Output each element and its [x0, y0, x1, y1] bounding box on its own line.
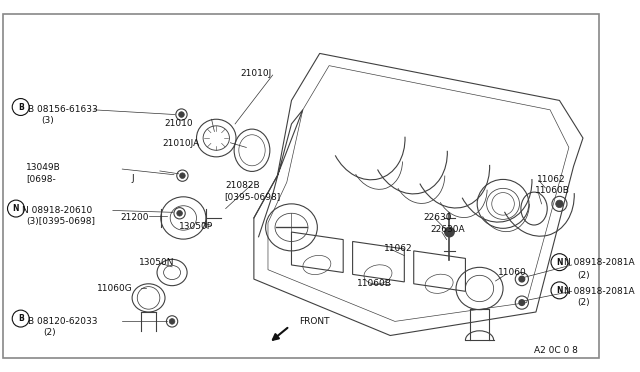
Text: 22630: 22630: [423, 213, 452, 222]
Text: [0395-0698]: [0395-0698]: [224, 192, 280, 201]
Text: 21082B: 21082B: [226, 181, 260, 190]
Text: 13049B: 13049B: [26, 163, 61, 173]
Text: N 08918-2081A: N 08918-2081A: [564, 286, 635, 296]
Text: (2): (2): [577, 270, 590, 280]
Text: 21010: 21010: [164, 119, 193, 128]
Circle shape: [169, 318, 175, 324]
Text: 21200: 21200: [120, 213, 149, 222]
Text: 11062: 11062: [537, 175, 566, 184]
Text: 11060B: 11060B: [535, 186, 570, 195]
Text: FRONT: FRONT: [299, 317, 330, 326]
Text: 21010JA: 21010JA: [163, 139, 200, 148]
Text: 11060: 11060: [499, 268, 527, 277]
Text: 11060G: 11060G: [97, 284, 132, 293]
Text: N 08918-2081A: N 08918-2081A: [564, 259, 635, 267]
Text: [0698-: [0698-: [26, 174, 56, 183]
Text: N: N: [556, 258, 563, 267]
Text: N: N: [556, 286, 563, 295]
Circle shape: [445, 227, 454, 237]
Circle shape: [180, 173, 185, 179]
Text: 11060B: 11060B: [357, 279, 392, 288]
Circle shape: [556, 200, 563, 208]
Circle shape: [519, 300, 525, 305]
Text: 22630A: 22630A: [431, 225, 465, 234]
Text: B 08120-62033: B 08120-62033: [28, 317, 98, 326]
Text: (2): (2): [44, 328, 56, 337]
Circle shape: [519, 276, 525, 282]
Text: B 08156-61633: B 08156-61633: [28, 105, 98, 114]
Text: B: B: [18, 314, 24, 323]
Text: 13050P: 13050P: [179, 222, 212, 231]
Text: A2 0C 0 8: A2 0C 0 8: [534, 346, 578, 355]
Circle shape: [177, 211, 182, 216]
Text: (3)[0395-0698]: (3)[0395-0698]: [26, 217, 95, 226]
Text: 11062: 11062: [383, 244, 412, 253]
Text: J: J: [132, 174, 134, 183]
Circle shape: [179, 112, 184, 117]
Text: 21010J: 21010J: [241, 70, 272, 78]
Text: (3): (3): [42, 116, 54, 125]
Text: N: N: [13, 204, 19, 213]
Text: 13050N: 13050N: [139, 259, 175, 267]
Text: B: B: [18, 103, 24, 112]
Text: (2): (2): [577, 298, 590, 307]
Text: N 08918-20610: N 08918-20610: [22, 206, 92, 215]
